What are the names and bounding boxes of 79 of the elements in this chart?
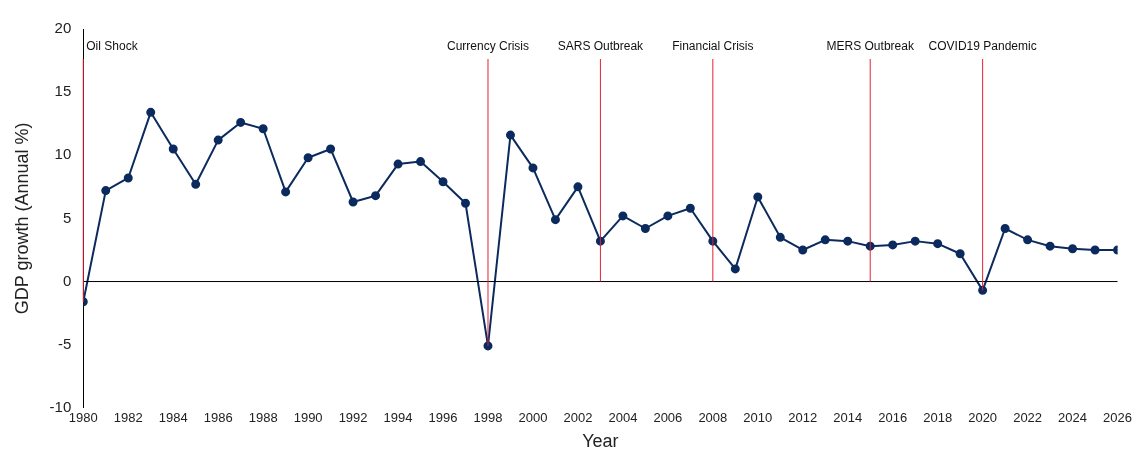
- point: [348, 197, 358, 207]
- x-tick-label: 1994: [383, 410, 413, 426]
- point: [123, 173, 133, 183]
- x-tick-label: 2018: [923, 410, 953, 426]
- x-tick-label: 2002: [563, 410, 593, 426]
- x-tick-label: 1992: [338, 410, 368, 426]
- point: [775, 232, 785, 242]
- x-tick-label: 1996: [428, 410, 458, 426]
- point: [146, 107, 156, 117]
- point: [685, 203, 695, 213]
- point: [573, 182, 583, 192]
- point: [1090, 245, 1100, 255]
- ref-line-label: Oil Shock: [86, 39, 139, 54]
- point: [798, 245, 808, 255]
- point: [191, 179, 201, 189]
- y-tick-label: -10: [49, 397, 72, 415]
- x-tick-label: 2006: [653, 410, 683, 426]
- point: [663, 211, 673, 221]
- x-tick-label: 2020: [968, 410, 998, 426]
- point: [281, 187, 291, 197]
- x-tick-label: 2012: [788, 410, 818, 426]
- point: [820, 235, 830, 245]
- point: [618, 211, 628, 221]
- y-tick-label: 5: [62, 208, 72, 226]
- y-tick-label: -5: [57, 334, 72, 352]
- point: [955, 249, 965, 259]
- point: [888, 240, 898, 250]
- point: [753, 192, 763, 202]
- x-tick-label: 1998: [473, 410, 503, 426]
- ref-line-label: SARS Outbreak: [557, 39, 645, 54]
- point: [1000, 224, 1010, 233]
- x-tick-label: 1988: [248, 410, 278, 426]
- ref-line-label: Financial Crisis: [672, 39, 754, 54]
- x-tick-label: 2004: [608, 410, 638, 426]
- point: [910, 236, 920, 246]
- y-tick-label: 10: [54, 145, 72, 163]
- x-tick-label: 2026: [1103, 410, 1132, 426]
- point: [933, 239, 943, 249]
- y-tick-label: 0: [62, 271, 72, 289]
- point: [258, 124, 268, 134]
- ref-line-label: COVID19 Pandemic: [928, 39, 1037, 54]
- point: [371, 191, 381, 201]
- x-tick-label: 2008: [698, 410, 728, 426]
- x-axis-title: Year: [582, 431, 619, 452]
- point: [393, 159, 403, 169]
- point: [213, 135, 223, 145]
- point: [730, 264, 740, 274]
- point: [843, 236, 853, 246]
- point: [1045, 241, 1055, 251]
- point: [1068, 244, 1078, 254]
- point: [168, 144, 178, 154]
- x-tick-label: 1986: [203, 410, 233, 426]
- x-tick-label: 2022: [1013, 410, 1043, 426]
- x-tick-label: 1990: [293, 410, 323, 426]
- point: [236, 117, 246, 127]
- ref-line-label: Currency Crisis: [446, 39, 529, 54]
- x-tick-label: 1982: [113, 410, 143, 426]
- point: [550, 215, 560, 225]
- ref-line-label: MERS Outbreak: [826, 39, 915, 54]
- point: [1023, 235, 1033, 245]
- point: [461, 198, 471, 208]
- x-tick-label: 2014: [833, 410, 863, 426]
- point: [505, 130, 515, 140]
- x-tick-label: 2016: [878, 410, 908, 426]
- point: [303, 153, 313, 163]
- y-tick-label: 20: [54, 19, 72, 37]
- point: [438, 177, 448, 187]
- x-tick-label: 2010: [743, 410, 773, 426]
- point: [326, 144, 336, 154]
- point: [416, 157, 426, 167]
- x-tick-label: 1984: [158, 410, 188, 426]
- point: [640, 224, 650, 233]
- x-tick-label: 2024: [1058, 410, 1088, 426]
- y-tick-label: 15: [54, 82, 72, 100]
- point: [101, 186, 111, 196]
- point: [528, 163, 538, 173]
- y-axis-title: GDP growth (Annual %): [11, 122, 32, 315]
- x-tick-label: 2000: [518, 410, 548, 426]
- point: [978, 285, 988, 295]
